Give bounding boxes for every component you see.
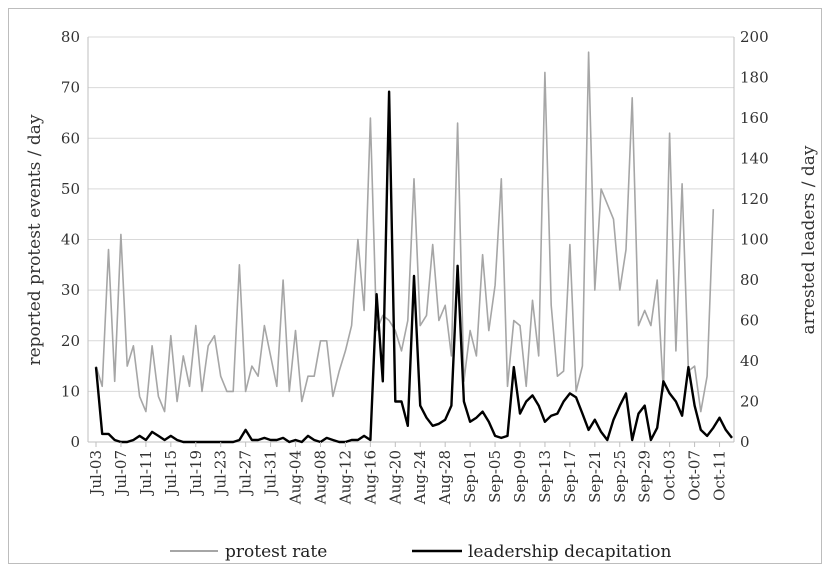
left-tick-label: 60 — [61, 129, 80, 147]
x-tick-label: Jul-11 — [137, 450, 155, 497]
x-tick-label: Aug-12 — [336, 450, 354, 505]
left-tick-label: 40 — [61, 231, 80, 249]
series-line-leadership-decapitation — [94, 90, 733, 444]
left-tick-label: 70 — [61, 79, 80, 97]
left-axis-ticks: 0 10 20 30 40 50 60 70 80 — [61, 28, 80, 451]
x-tick-label: Sep-25 — [611, 450, 629, 503]
series-line-protest-rate — [95, 51, 715, 413]
x-tick-label: Aug-16 — [361, 450, 379, 505]
right-tick-label: 160 — [740, 109, 769, 127]
x-tick-label: Jul-03 — [87, 450, 105, 497]
x-tick-label: Sep-29 — [636, 450, 654, 503]
x-tick-label: Jul-15 — [162, 450, 180, 497]
x-axis-ticks: Jul-03 Jul-07 Jul-11 Jul-15 Jul-19 Jul-23 Jul-… — [87, 442, 729, 505]
right-axis-title: arrested leaders / day — [799, 145, 819, 334]
x-tick-label: Sep-09 — [511, 450, 529, 503]
left-tick-label: 10 — [61, 382, 80, 400]
right-tick-label: 80 — [740, 271, 759, 289]
left-tick-label: 50 — [61, 180, 80, 198]
x-tick-label: Aug-04 — [287, 450, 305, 505]
x-tick-label: Oct-07 — [686, 450, 704, 501]
left-axis-title: reported protest events / day — [25, 114, 45, 365]
x-tick-label: Sep-17 — [561, 450, 579, 503]
right-tick-label: 20 — [740, 393, 759, 411]
right-tick-label: 180 — [740, 69, 769, 87]
right-tick-label: 120 — [740, 190, 769, 208]
legend-label-protest-rate: protest rate — [225, 542, 327, 562]
left-tick-label: 30 — [61, 281, 80, 299]
x-tick-label: Aug-24 — [411, 450, 429, 505]
x-tick-label: Oct-03 — [661, 450, 679, 501]
x-tick-label: Jul-27 — [237, 450, 255, 497]
left-tick-label: 80 — [61, 28, 80, 46]
x-tick-label: Sep-13 — [536, 450, 554, 503]
x-tick-label: Sep-05 — [486, 450, 504, 503]
x-tick-label: Sep-01 — [461, 450, 479, 503]
left-tick-label: 20 — [61, 332, 80, 350]
right-tick-label: 0 — [740, 433, 750, 451]
right-tick-label: 200 — [740, 28, 769, 46]
x-tick-label: Aug-28 — [436, 450, 454, 505]
x-tick-label: Aug-08 — [311, 450, 329, 505]
left-tick-label: 0 — [70, 433, 80, 451]
series-layer — [94, 51, 733, 444]
right-axis-ticks: 0 20 40 60 80 100 120 140 160 180 200 — [740, 28, 769, 451]
right-tick-label: 100 — [740, 231, 769, 249]
legend-label-leadership-decapitation: leadership decapitation — [468, 542, 671, 562]
right-tick-label: 40 — [740, 352, 759, 370]
x-tick-label: Sep-21 — [586, 450, 604, 503]
x-tick-label: Jul-23 — [212, 450, 230, 497]
x-tick-label: Jul-07 — [112, 450, 130, 497]
x-tick-label: Aug-20 — [386, 450, 404, 505]
x-tick-label: Jul-19 — [187, 450, 205, 497]
x-tick-label: Jul-31 — [262, 450, 280, 497]
legend: protest rate leadership decapitation — [170, 542, 671, 562]
x-tick-label: Oct-11 — [711, 450, 729, 501]
right-tick-label: 60 — [740, 312, 759, 330]
right-tick-label: 140 — [740, 150, 769, 168]
